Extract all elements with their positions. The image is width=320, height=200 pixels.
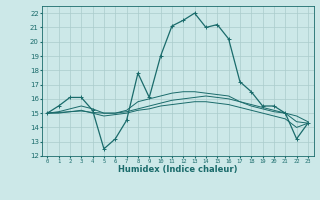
- X-axis label: Humidex (Indice chaleur): Humidex (Indice chaleur): [118, 165, 237, 174]
